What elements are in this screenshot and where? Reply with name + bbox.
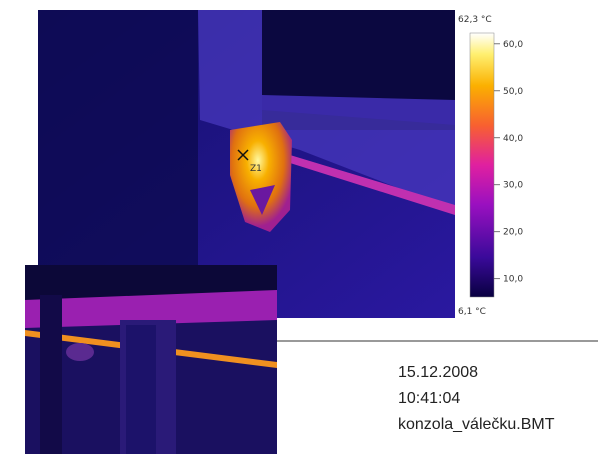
colorbar-min: 6,1 °C bbox=[458, 307, 486, 317]
marker-label: Z1 bbox=[250, 164, 262, 174]
time: 10:41:04 bbox=[398, 390, 460, 407]
tick-label: 50,0 bbox=[503, 87, 523, 97]
tick-label: 60,0 bbox=[503, 40, 523, 50]
tick-label: 40,0 bbox=[503, 134, 523, 144]
filename: konzola_válečku.BMT bbox=[398, 416, 555, 433]
report: Z1 62,3 °C 6,1 °C 60,0 50,0 40,0 30,0 20,0 10… bbox=[0, 0, 598, 454]
tick-label: 20,0 bbox=[503, 228, 523, 238]
colorbar-max: 62,3 °C bbox=[458, 15, 492, 25]
tick-label: 10,0 bbox=[503, 275, 523, 285]
inset-image bbox=[25, 265, 277, 454]
date: 15.12.2008 bbox=[398, 364, 478, 381]
colorbar: 62,3 °C 6,1 °C 60,0 50,0 40,0 30,0 20,0 10,0 bbox=[458, 15, 523, 317]
page: Z1 62,3 °C 6,1 °C 60,0 50,0 40,0 30,0 20,0 10… bbox=[0, 0, 598, 454]
tick-label: 30,0 bbox=[503, 181, 523, 191]
